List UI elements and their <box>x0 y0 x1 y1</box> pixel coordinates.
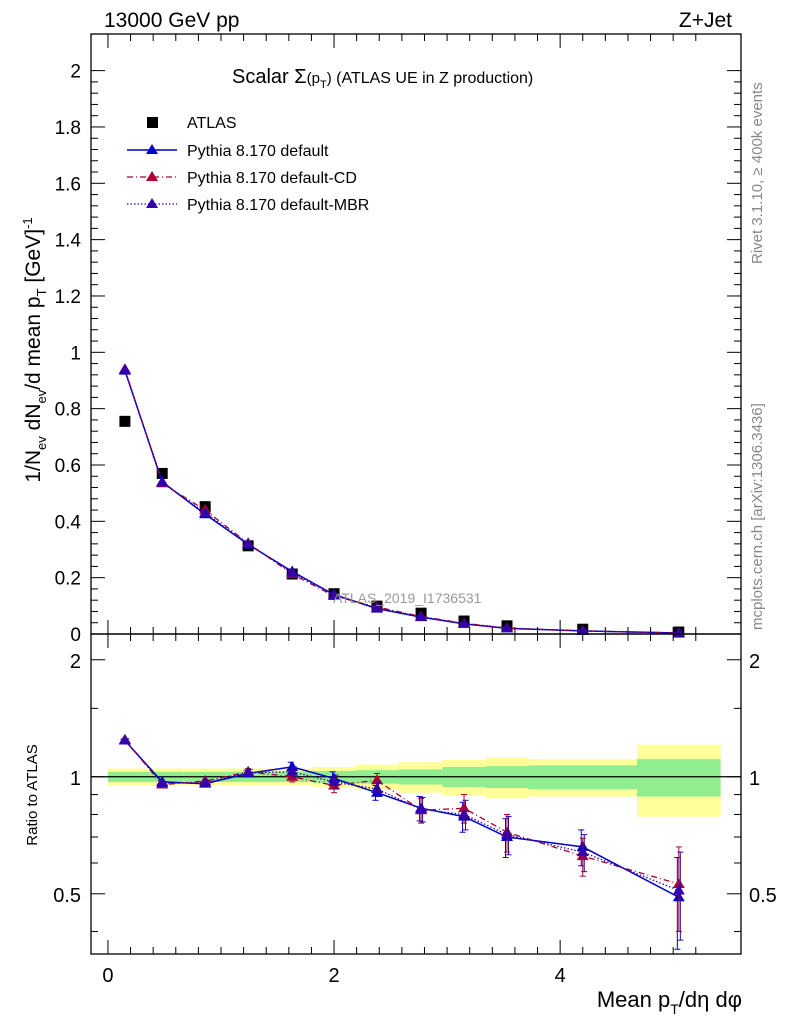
ratio-ticks: 0.5 0.5 1 1 2 2 0 2 4 <box>53 634 777 987</box>
ylabel-c-sub: T <box>34 288 49 296</box>
ratio-pythia-8-170-default-mbr-line <box>124 739 680 892</box>
main-pythia-8-170-default-mbr-point <box>156 476 169 487</box>
main-y-axis-label: 1/Nev dNev/d mean pT [GeV]-1 <box>20 217 49 482</box>
main-atlas-point <box>156 467 168 479</box>
ratio-pythia-8-170-default-mbr-point <box>501 828 513 839</box>
ratio-pythia-8-170-default-mbr-point <box>328 775 341 786</box>
legend-label-cd: Pythia 8.170 default-CD <box>187 170 357 187</box>
ratio-ytick-label-left: 2 <box>70 651 81 673</box>
legend-marker-atlas <box>147 117 158 128</box>
ratio-pythia-8-170-default-cd-point <box>458 802 471 813</box>
main-panel: 00.20.40.60.811.21.41.61.82 Scalar Σ(pT)… <box>20 33 742 646</box>
ratio-pythia-8-170-default-mbr-point <box>672 884 685 895</box>
main-pythia-8-170-default-mbr-point <box>242 537 255 548</box>
x-axis-label: Mean pT/dη dφ <box>597 987 742 1017</box>
main-pythia-8-170-default-mbr-line <box>124 369 679 634</box>
ratio-pythia-8-170-default-mbr-point <box>415 803 428 814</box>
title-sub: T <box>320 79 327 91</box>
ratio-xtick-label: 2 <box>328 965 339 987</box>
ratio-pythia-8-170-default-mbr-point <box>286 765 299 776</box>
ratio-xtick-label: 4 <box>555 965 566 987</box>
rivet-side-label: Rivet 3.1.10, ≥ 400k events <box>749 82 766 264</box>
mcplots-side-label: mcplots.cern.ch [arXiv:1306.3436] <box>749 403 766 630</box>
title-paren-close: ) <box>327 70 332 87</box>
ylabel-a-sub: ev <box>34 436 49 450</box>
ratio-band-stat <box>637 759 721 797</box>
ratio-xtick-label: 0 <box>102 965 113 987</box>
ratio-pythia-8-170-default-cd-point <box>672 877 685 888</box>
ratio-ytick-label-right: 0.5 <box>749 885 777 907</box>
main-ytick-label: 0.6 <box>55 456 81 477</box>
main-ytick-label: 1.6 <box>55 174 81 195</box>
chart-title: Scalar Σ(pT) (ATLAS UE in Z production) <box>232 66 533 91</box>
main-pythia-8-170-default-mbr-point <box>501 622 513 633</box>
main-ytick-label: 1.2 <box>55 287 81 308</box>
ylabel-b-sub: ev <box>34 389 49 403</box>
main-pythia-8-170-default-mbr-point <box>199 506 212 517</box>
header-energy-label: 13000 GeV pp <box>104 9 239 32</box>
ratio-ytick-label-right: 2 <box>749 651 760 673</box>
ratio-pythia-8-170-default-mbr-point <box>458 808 471 819</box>
main-ytick-label: 0 <box>70 625 81 646</box>
ratio-ytick-label-right: 1 <box>749 768 760 790</box>
legend-marker-mbr <box>146 198 158 208</box>
main-pythia-8-170-default-mbr-point <box>576 624 589 635</box>
ylabel-b: dN <box>22 404 45 437</box>
ratio-panel: 0.5 0.5 1 1 2 2 0 2 4 Ratio to ATLAS <box>24 633 777 987</box>
main-pythia-8-170-default-mbr-point <box>415 610 428 621</box>
main-atlas-point <box>119 415 131 427</box>
ratio-ytick-label-left: 1 <box>70 768 81 790</box>
analysis-watermark: ATLAS_2019_I1736531 <box>333 590 482 606</box>
main-ytick-label: 2 <box>70 62 81 83</box>
main-ytick-label: 1.4 <box>55 231 82 252</box>
ratio-pythia-8-170-default-cd-line <box>124 739 679 885</box>
xlabel-pre: Mean p <box>597 987 670 1012</box>
ylabel-c: /d mean p <box>22 296 45 389</box>
main-pythia-8-170-default-mbr-point <box>328 589 341 600</box>
ratio-pythia-8-170-default-mbr-point <box>199 776 212 787</box>
ratio-pythia-8-170-default-mbr-point <box>118 734 131 745</box>
main-pythia-8-170-default-mbr-point <box>458 617 471 628</box>
ratio-pythia-8-170-default-mbr-point <box>156 777 169 788</box>
ylabel-a: 1/N <box>22 450 45 483</box>
ratio-frame <box>90 633 742 955</box>
legend-marker-default <box>146 144 158 154</box>
legend-marker-cd <box>146 171 158 181</box>
ratio-bands-layer <box>107 744 721 817</box>
ratio-series-layer <box>118 733 685 950</box>
main-y-ticks: 0 0.2 0.4 0.6 0.8 1 1.2 1.4 1.6 1.8 2 <box>55 34 741 646</box>
ratio-ytick-label-left: 0.5 <box>53 885 81 907</box>
main-ytick-label: 0.2 <box>55 569 81 590</box>
main-ytick-label: 0.8 <box>55 400 81 421</box>
xlabel-post: /dη dφ <box>679 987 742 1012</box>
ratio-pythia-8-170-default-mbr-point <box>576 846 589 857</box>
header-process-label: Z+Jet <box>679 9 732 32</box>
legend: ATLAS Pythia 8.170 default Pythia 8.170 … <box>127 115 369 214</box>
ratio-pythia-8-170-default-mbr-point <box>371 783 383 794</box>
main-pythia-8-170-default-mbr-point <box>371 602 383 613</box>
legend-label-default: Pythia 8.170 default <box>187 143 329 160</box>
ylabel-d: [GeV] <box>22 229 45 289</box>
title-post: (ATLAS UE in Z production) <box>332 70 534 87</box>
main-ytick-label: 0.4 <box>55 512 82 533</box>
ratio-y-axis-label: Ratio to ATLAS <box>24 744 41 845</box>
main-ytick-label: 1.8 <box>55 118 81 139</box>
legend-label-atlas: ATLAS <box>187 115 237 132</box>
main-series-layer <box>118 363 685 638</box>
title-sigma: Σ <box>294 66 306 88</box>
xlabel-sub: T <box>670 1001 679 1017</box>
title-paren-open: (p <box>307 70 320 87</box>
legend-label-mbr: Pythia 8.170 default-MBR <box>187 197 369 214</box>
main-pythia-8-170-default-mbr-point <box>118 363 131 374</box>
ylabel-d-sup: -1 <box>20 217 35 229</box>
main-pythia-8-170-default-mbr-point <box>286 566 299 577</box>
main-ytick-label: 1 <box>70 343 81 364</box>
ratio-pythia-8-170-default-mbr-point <box>242 766 255 777</box>
title-pre: Scalar <box>232 66 294 88</box>
